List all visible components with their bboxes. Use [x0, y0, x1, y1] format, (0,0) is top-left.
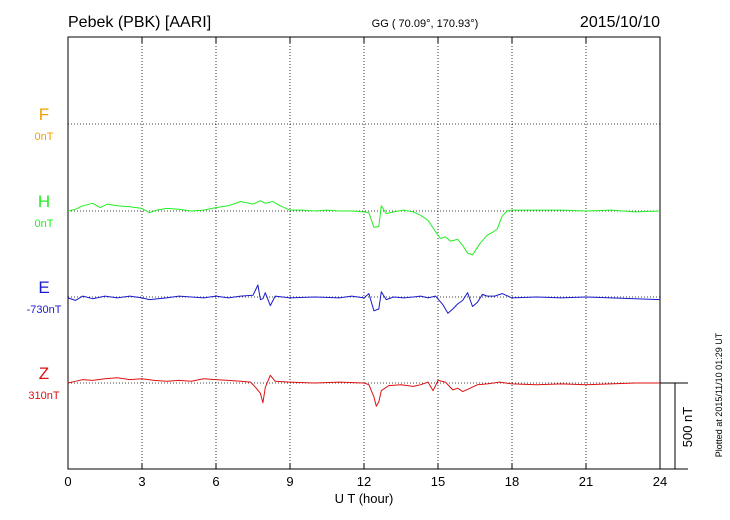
scale-bar-label: 500 nT [680, 407, 695, 448]
series-name-e: E [38, 278, 49, 297]
scale-bar: 500 nT [660, 382, 695, 470]
coordinates-label: GG ( 70.09°, 170.93°) [372, 18, 479, 30]
x-tick-label-6: 6 [212, 474, 219, 489]
series-name-f: F [39, 105, 49, 124]
series-line-z [67, 374, 660, 407]
series-lines [67, 200, 661, 407]
series-baseline-z: 310nT [28, 390, 59, 402]
x-tick-label-15: 15 [431, 474, 445, 489]
series-labels: F 0nT H 0nT E -730nT Z 310nT [27, 105, 62, 402]
series-line-h [67, 200, 661, 256]
plotted-timestamp: Plotted at 2015/11/10 01:29 UT [714, 332, 724, 457]
series-baseline-e: -730nT [27, 304, 62, 316]
x-tick-label-0: 0 [64, 474, 71, 489]
x-tick-label-18: 18 [505, 474, 519, 489]
x-axis-label: U T (hour) [335, 491, 394, 506]
series-name-h: H [38, 192, 50, 211]
date-label: 2015/10/10 [580, 14, 660, 31]
series-baseline-f: 0nT [35, 131, 54, 143]
series-line-e [67, 284, 661, 314]
x-tick-label-24: 24 [653, 474, 667, 489]
series-name-z: Z [39, 364, 49, 383]
grid-lines [68, 37, 660, 469]
x-tick-label-9: 9 [286, 474, 293, 489]
x-tick-label-3: 3 [138, 474, 145, 489]
x-tick-label-12: 12 [357, 474, 371, 489]
series-baseline-h: 0nT [35, 218, 54, 230]
x-tick-label-21: 21 [579, 474, 593, 489]
station-title: Pebek (PBK) [AARI] [68, 14, 211, 31]
x-axis-ticks: 0 3 6 9 12 15 18 21 24 [64, 37, 667, 489]
